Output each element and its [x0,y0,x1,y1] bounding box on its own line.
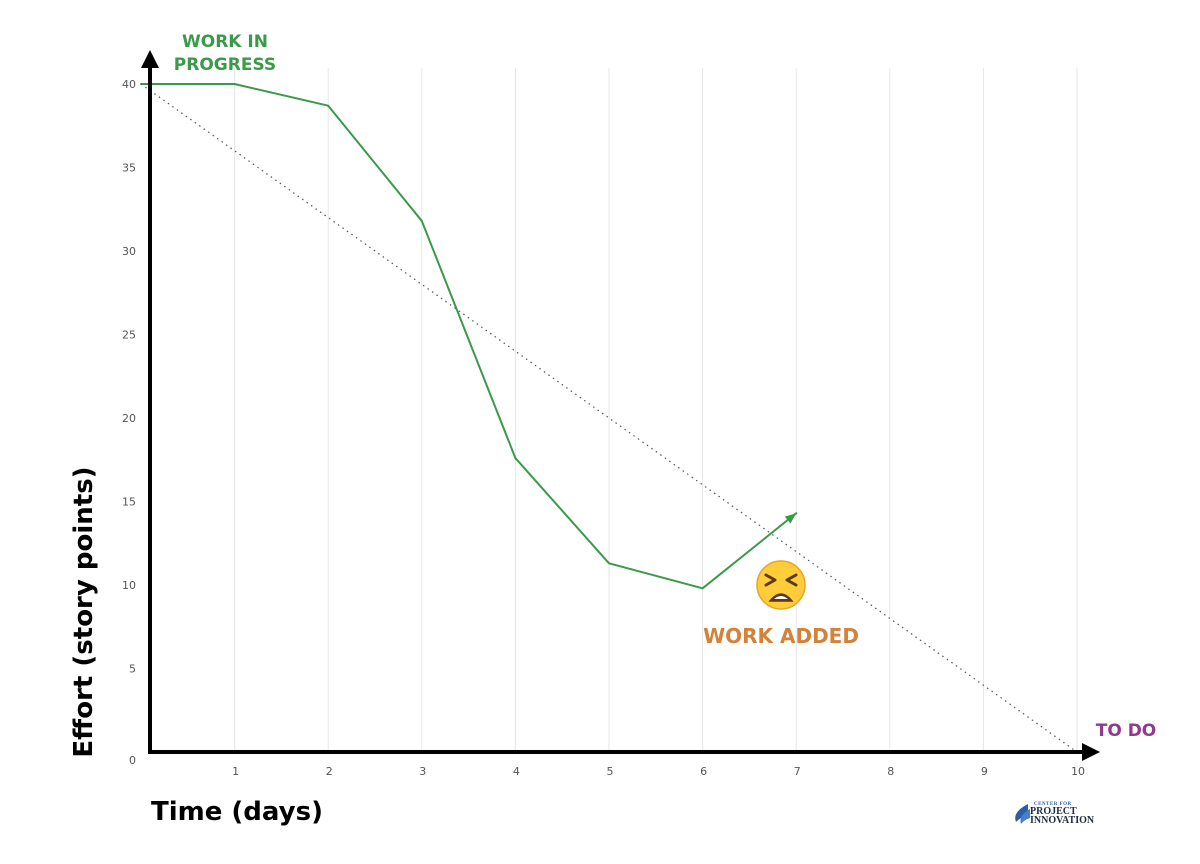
y-tick-label: 35 [122,162,136,175]
data-point [608,562,610,565]
y-tick-label: 5 [129,663,136,676]
y-tick-label: 10 [122,579,136,592]
y-tick-label: 15 [122,496,136,509]
x-tick-label: 2 [326,765,333,778]
tired-face-icon [756,560,806,610]
x-tick-label: 5 [607,765,614,778]
work-added-label: WORK ADDED [703,624,859,648]
logo-line1: PROJECT [1030,806,1077,817]
logo-small-text: CENTER FOR [1034,802,1072,807]
y-tick-label: 25 [122,329,136,342]
data-point [327,104,330,107]
project-innovation-logo: CENTER FOR PROJECT INNOVATION [1015,802,1095,826]
ideal-line [140,83,1078,753]
x-tick-label: 3 [419,765,426,778]
logo-line2: INNOVATION [1030,815,1095,826]
data-point [701,587,704,590]
y-tick-label: 0 [129,754,136,767]
actual-line-arrowhead [784,513,797,524]
wip-label-line2: PROGRESS [174,55,276,75]
logo-swoosh-icon [1015,804,1030,824]
x-tick-label: 4 [513,765,520,778]
x-axis-title: Time (days) [151,797,323,827]
x-tick-labels: 1 2 3 4 5 6 7 8 9 10 [232,765,1085,778]
x-tick-label: 9 [981,765,988,778]
y-tick-label: 30 [122,245,136,258]
x-axis-arrow [1082,743,1100,761]
series-layer [140,83,1078,753]
y-tick-label: 20 [122,412,136,425]
x-tick-label: 1 [232,765,239,778]
data-point [233,83,236,85]
actual-line [141,83,797,590]
wip-label-line1: WORK IN [182,32,268,52]
y-axis-title: Effort (story points) [69,466,99,757]
y-axis-arrow [141,50,159,68]
grid-lines [234,68,1078,750]
y-tick-labels: 0 5 10 15 20 25 30 35 40 [122,78,136,767]
data-point [514,457,517,460]
x-tick-label: 6 [700,765,707,778]
data-point [420,219,423,222]
x-tick-label: 10 [1071,765,1085,778]
x-tick-label: 8 [887,765,894,778]
todo-label: TO DO [1096,721,1157,741]
x-tick-label: 7 [794,765,801,778]
y-tick-label: 40 [122,78,136,91]
